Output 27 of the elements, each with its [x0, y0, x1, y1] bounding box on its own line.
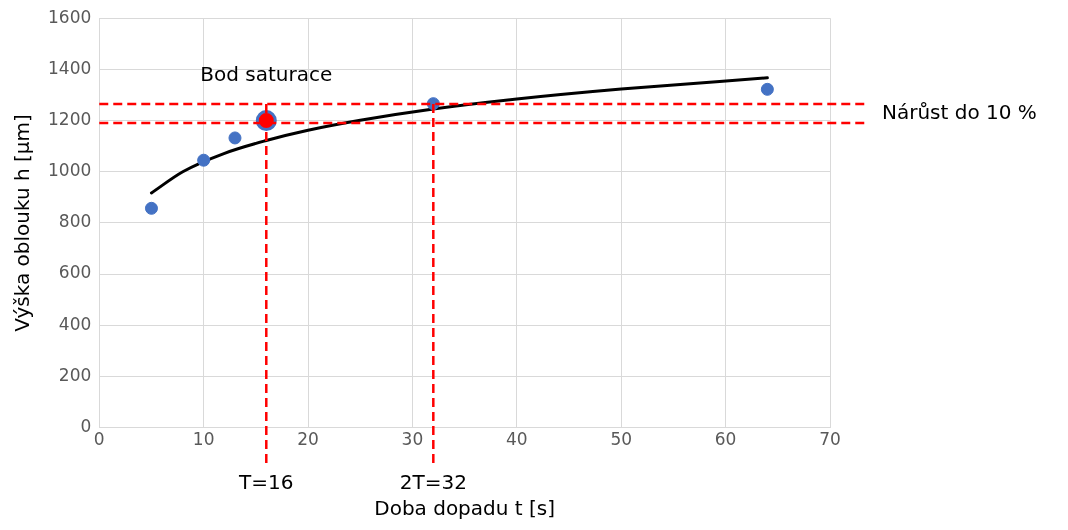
annotation: Bod saturace — [200, 61, 333, 86]
y-tick-label: 400 — [58, 313, 92, 334]
y-tick-label: 1400 — [48, 57, 92, 78]
ref-line-label: 2T=32 — [399, 469, 467, 494]
x-tick-label: 30 — [401, 429, 424, 450]
x-tick-label: 70 — [819, 429, 841, 450]
y-axis-title: Výška oblouku h [μm] — [10, 114, 35, 332]
ref-line-label: T=16 — [238, 469, 294, 494]
x-tick-label: 0 — [93, 429, 105, 450]
x-tick-label: 10 — [192, 429, 215, 450]
point — [228, 131, 242, 145]
x-tick-label: 50 — [610, 429, 633, 450]
x-tick-label: 60 — [714, 429, 737, 450]
x-tick-label: 40 — [506, 429, 528, 450]
y-tick-label: 600 — [58, 262, 92, 283]
ref-line-label: Nárůst do 10 % — [882, 100, 1037, 125]
x-tick-label: 20 — [297, 429, 319, 450]
x-axis-title: Doba dopadu t [s] — [374, 496, 556, 521]
y-tick-label: 1000 — [48, 160, 92, 181]
point — [144, 201, 158, 215]
y-tick-label: 200 — [58, 364, 92, 385]
y-tick-label: 1200 — [48, 108, 92, 129]
y-tick-label: 800 — [58, 211, 92, 232]
y-tick-label: 0 — [80, 416, 92, 437]
point — [760, 82, 774, 96]
point — [197, 153, 211, 167]
y-tick-label: 1600 — [48, 6, 92, 27]
